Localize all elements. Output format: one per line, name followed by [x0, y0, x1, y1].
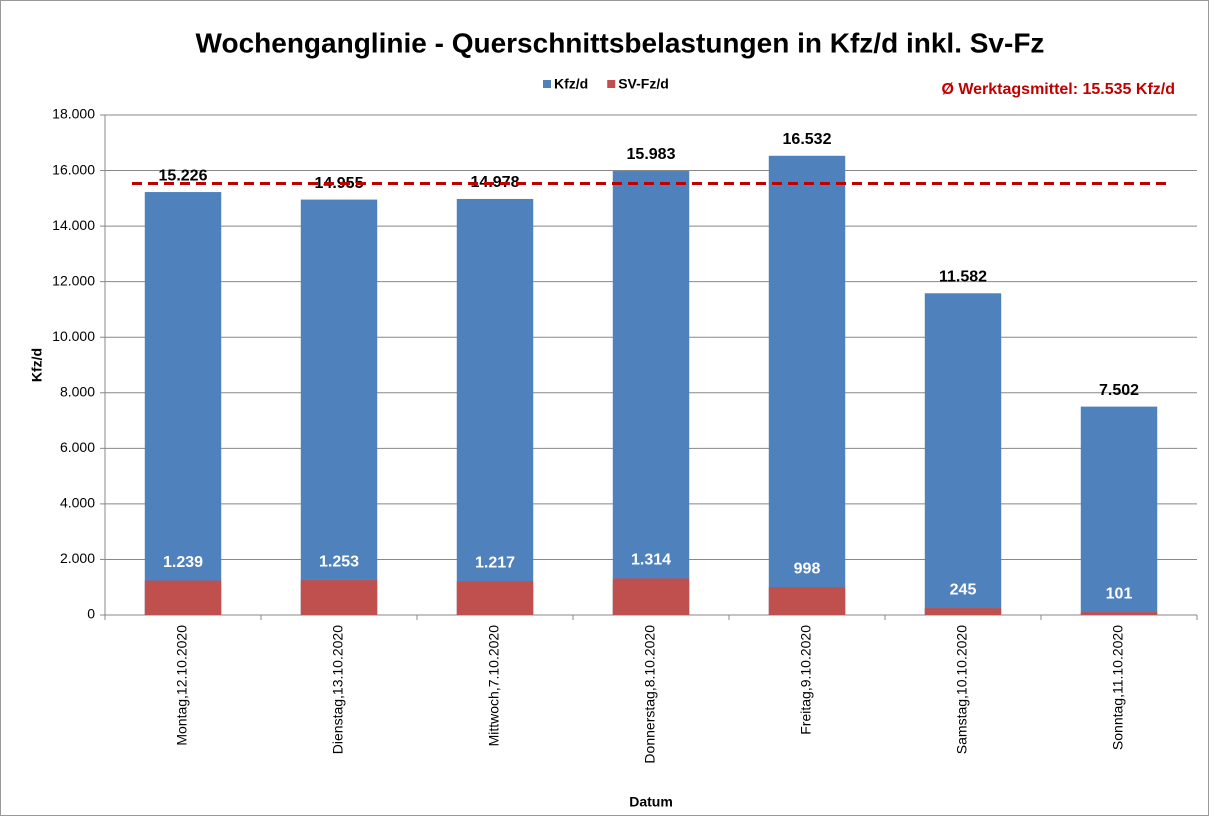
- x-tick-label: Samstag,10.10.2020: [954, 625, 970, 754]
- x-tick-label: Sonntag,11.10.2020: [1110, 625, 1126, 750]
- y-tick-label: 16.000: [52, 161, 95, 177]
- value-label: 15.226: [159, 167, 208, 184]
- bar: [300, 580, 378, 615]
- bar: [1080, 612, 1158, 615]
- value-label: 7.502: [1099, 382, 1139, 399]
- value-label: 998: [794, 560, 821, 577]
- y-tick-label: 14.000: [52, 217, 95, 233]
- bar: [1080, 406, 1158, 615]
- x-axis-label: Datum: [629, 794, 673, 810]
- bar: [768, 587, 846, 615]
- x-tick-label: Mittwoch,7.10.2020: [486, 625, 502, 747]
- y-tick-label: 10.000: [52, 328, 95, 344]
- bar: [456, 581, 534, 615]
- reference-label: Ø Werktagsmittel: 15.535 Kfz/d: [941, 81, 1175, 98]
- legend-label: SV-Fz/d: [618, 76, 669, 92]
- value-label: 15.983: [627, 146, 676, 163]
- bar: [612, 578, 690, 615]
- x-tick-label: Freitag,9.10.2020: [798, 625, 814, 735]
- value-label: 1.314: [631, 552, 671, 569]
- bar: [924, 608, 1002, 615]
- value-label: 16.532: [783, 131, 832, 148]
- value-label: 1.253: [319, 553, 359, 570]
- value-label: 101: [1106, 585, 1133, 602]
- value-label: 245: [950, 581, 977, 598]
- value-label: 1.239: [163, 554, 203, 571]
- y-tick-label: 18.000: [52, 106, 95, 122]
- value-label: 1.217: [475, 554, 515, 571]
- bar: [924, 293, 1002, 615]
- bar: [144, 580, 222, 615]
- value-label: 14.955: [315, 175, 364, 192]
- y-tick-label: 8.000: [60, 383, 95, 399]
- bar: [612, 171, 690, 615]
- x-tick-label: Donnerstag,8.10.2020: [642, 625, 658, 764]
- bar: [456, 198, 534, 615]
- y-tick-label: 12.000: [52, 272, 95, 288]
- chart-title: Wochenganglinie - Querschnittsbelastunge…: [196, 27, 1045, 58]
- legend-label: Kfz/d: [554, 76, 588, 92]
- legend-swatch: [543, 80, 551, 88]
- bar: [144, 192, 222, 616]
- y-tick-label: 2.000: [60, 550, 95, 566]
- x-tick-label: Dienstag,13.10.2020: [330, 625, 346, 754]
- y-tick-label: 6.000: [60, 439, 95, 455]
- value-label: 14.978: [471, 174, 520, 191]
- value-label: 11.582: [939, 268, 987, 285]
- bar: [300, 199, 378, 616]
- y-tick-label: 0: [87, 606, 95, 622]
- x-tick-label: Montag,12.10.2020: [174, 625, 190, 746]
- y-axis-label: Kfz/d: [29, 348, 45, 382]
- y-tick-label: 4.000: [60, 495, 95, 511]
- bar: [768, 155, 846, 615]
- legend-swatch: [607, 80, 616, 88]
